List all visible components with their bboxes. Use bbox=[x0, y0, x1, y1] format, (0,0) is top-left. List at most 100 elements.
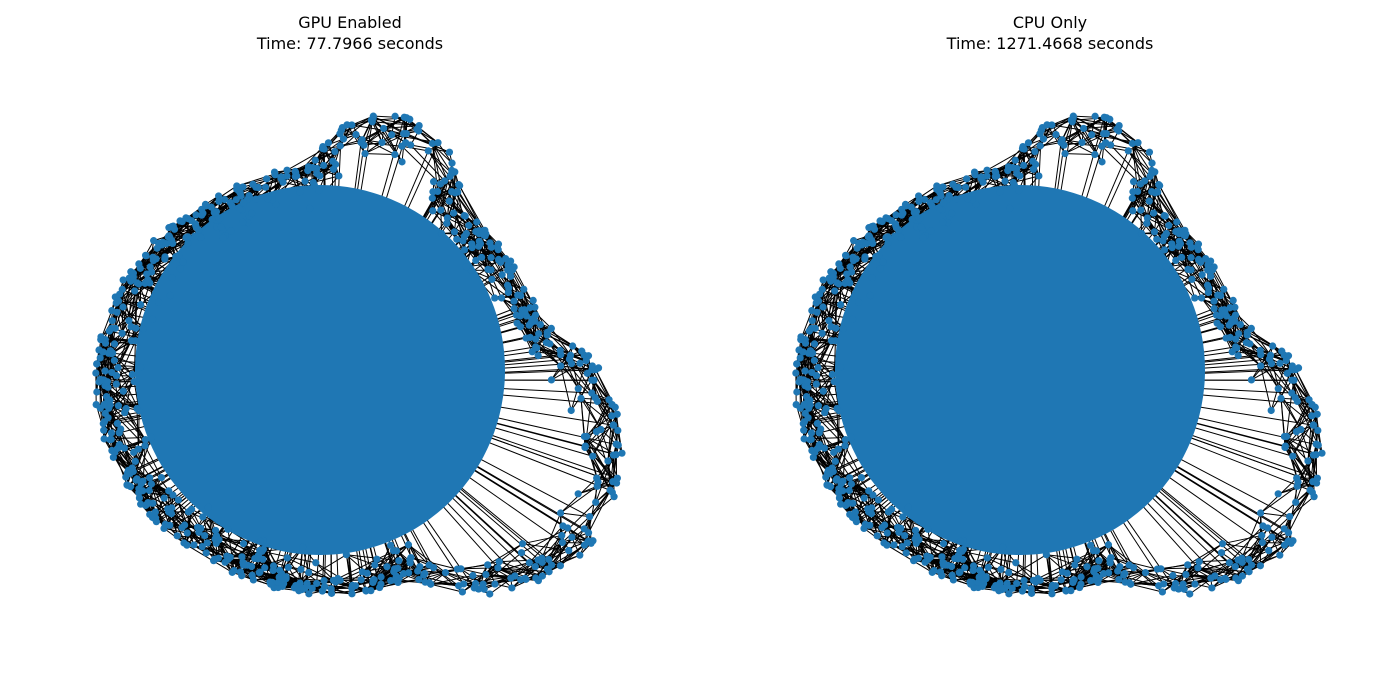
graph-edge bbox=[410, 557, 458, 570]
graph-edge bbox=[1284, 415, 1313, 437]
graph-edge bbox=[584, 436, 609, 462]
graph-node bbox=[160, 494, 168, 502]
graph-edge bbox=[541, 512, 562, 559]
graph-node bbox=[169, 239, 177, 248]
graph-edge bbox=[1260, 485, 1298, 514]
graph-edge bbox=[122, 282, 138, 308]
graph-node bbox=[404, 541, 413, 549]
graph-node bbox=[441, 568, 450, 577]
graph-edge bbox=[593, 380, 613, 417]
graph-node bbox=[199, 209, 207, 217]
graph-node bbox=[337, 126, 345, 134]
graph-edge bbox=[1145, 572, 1196, 585]
graph-node bbox=[274, 578, 282, 587]
graph-edge bbox=[1131, 143, 1139, 192]
graph-node bbox=[475, 242, 483, 250]
graph-node bbox=[151, 508, 159, 516]
graph-node bbox=[199, 513, 207, 521]
graph-edge bbox=[458, 455, 589, 534]
graph-node bbox=[428, 139, 436, 148]
graph-edge bbox=[918, 539, 944, 545]
graph-edge bbox=[1110, 557, 1158, 570]
graph-node bbox=[132, 324, 140, 332]
graph-node bbox=[184, 233, 192, 241]
graph-edge bbox=[113, 439, 146, 458]
graph-edge bbox=[813, 439, 846, 458]
graph-node bbox=[103, 378, 112, 386]
graph-edge bbox=[1133, 488, 1222, 581]
graph-node bbox=[284, 563, 292, 571]
graph-node bbox=[107, 324, 116, 333]
graph-edge bbox=[445, 572, 476, 584]
graph-edge bbox=[541, 535, 563, 559]
graph-node bbox=[545, 555, 553, 564]
graph-edge bbox=[410, 144, 446, 182]
graph-edge bbox=[837, 448, 870, 492]
graph-edge bbox=[487, 543, 523, 566]
graph-node bbox=[259, 545, 268, 553]
graph-edge bbox=[1160, 568, 1187, 575]
graph-edge bbox=[898, 532, 907, 554]
graph-node bbox=[415, 575, 423, 584]
graph-node bbox=[137, 363, 145, 371]
graph-node bbox=[453, 565, 461, 573]
graph-node bbox=[494, 564, 502, 572]
graph-node bbox=[576, 551, 584, 559]
graph-edge bbox=[418, 130, 453, 164]
graph-node bbox=[207, 203, 215, 211]
graph-node bbox=[473, 218, 481, 226]
graph-node bbox=[313, 169, 321, 178]
graph-node bbox=[536, 320, 544, 329]
graph-node bbox=[377, 580, 385, 588]
graph-node bbox=[581, 443, 589, 452]
graph-node bbox=[406, 115, 414, 123]
graph-node bbox=[108, 306, 116, 315]
graph-node bbox=[239, 561, 248, 569]
graph-node bbox=[104, 349, 113, 357]
graph-edge bbox=[1185, 562, 1230, 575]
graph-node bbox=[414, 567, 422, 575]
graph-node bbox=[147, 268, 156, 276]
graph-edge bbox=[826, 484, 873, 509]
graph-edge bbox=[365, 153, 395, 155]
graph-node bbox=[369, 578, 377, 587]
graph-edge bbox=[445, 572, 496, 585]
graph-node bbox=[594, 364, 603, 372]
graph-node bbox=[443, 219, 451, 227]
graph-node bbox=[521, 574, 529, 582]
graph-node bbox=[230, 566, 238, 575]
graph-node bbox=[100, 435, 108, 443]
graph-edge bbox=[132, 240, 155, 278]
graph-node bbox=[283, 172, 291, 180]
graph-node bbox=[339, 135, 348, 143]
graph-node bbox=[520, 285, 528, 293]
graph-edge bbox=[431, 143, 439, 192]
graph-edge bbox=[1259, 528, 1285, 566]
graph-node bbox=[605, 396, 613, 404]
graph-node bbox=[597, 425, 605, 434]
graph-node bbox=[580, 525, 588, 533]
graph-edge bbox=[1137, 142, 1153, 164]
graph-node bbox=[141, 442, 149, 450]
graph-node bbox=[421, 578, 429, 586]
graph-node bbox=[275, 566, 284, 574]
graph-node bbox=[184, 215, 192, 223]
graph-edge bbox=[836, 408, 839, 450]
graph-node bbox=[145, 486, 153, 495]
graph-node bbox=[220, 195, 229, 204]
graph-edge bbox=[1171, 428, 1318, 479]
graph-node bbox=[383, 563, 391, 571]
graph-node bbox=[261, 183, 270, 191]
graph-node bbox=[183, 541, 191, 549]
graph-node bbox=[398, 158, 406, 166]
graph-edge bbox=[607, 425, 615, 462]
graph-edge bbox=[401, 145, 429, 152]
graph-edge bbox=[1064, 134, 1092, 154]
graph-edge bbox=[1108, 544, 1146, 573]
graph-node bbox=[468, 240, 476, 248]
graph-node bbox=[538, 558, 546, 567]
graph-edge bbox=[836, 437, 852, 479]
graph-node bbox=[429, 207, 437, 215]
graph-node bbox=[592, 498, 600, 506]
graph-node bbox=[125, 317, 133, 325]
